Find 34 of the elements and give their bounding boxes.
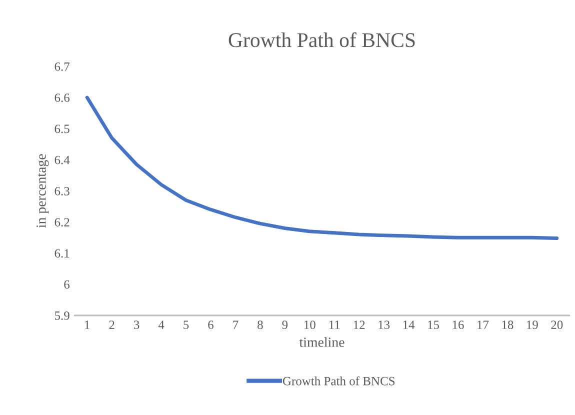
x-tick-label: 5: [184, 320, 189, 330]
y-tick-label: 6.2: [54, 218, 70, 227]
y-tick-label: 6.6: [54, 94, 70, 102]
x-tick-label: 4: [158, 320, 164, 329]
x-tick-label: 19: [527, 320, 538, 330]
line-series: [85, 96, 559, 240]
x-tick-label: 16: [452, 320, 464, 330]
y-tick-label: 6.1: [54, 249, 70, 258]
y-tick-label: 6: [64, 280, 70, 289]
x-tick-label: 12: [354, 320, 365, 329]
chart-title: Growth Path of BNCS: [228, 32, 415, 48]
x-tick-label: 8: [258, 320, 263, 330]
x-tick-label: 11: [329, 320, 340, 329]
x-tick-label: 9: [282, 320, 288, 330]
y-tick-label: 6.4: [54, 156, 70, 164]
x-axis-title: timeline: [299, 337, 344, 347]
x-tick-label: 2: [109, 320, 114, 329]
x-tick-label: 20: [551, 320, 563, 330]
y-tick-label: 6.7: [54, 62, 70, 71]
x-tick-label: 15: [428, 320, 440, 330]
y-tick-label: 6.3: [54, 186, 70, 196]
x-tick-label: 14: [403, 320, 415, 329]
y-tick-label: 5.9: [54, 311, 70, 320]
x-tick-label: 18: [502, 320, 514, 330]
x-tick-label: 6: [208, 320, 214, 330]
x-tick-label: 3: [134, 320, 140, 330]
y-tick-label: 6.5: [54, 124, 70, 134]
x-tick-label: 13: [378, 320, 390, 330]
legend-label: Growth Path of BNCS: [282, 376, 395, 386]
y-axis-title: in percentage: [36, 154, 49, 228]
x-tick-label: 10: [304, 320, 316, 330]
x-tick-label: 7: [233, 320, 238, 329]
x-tick-label: 17: [478, 320, 489, 329]
x-tick-label: 1: [85, 320, 90, 329]
